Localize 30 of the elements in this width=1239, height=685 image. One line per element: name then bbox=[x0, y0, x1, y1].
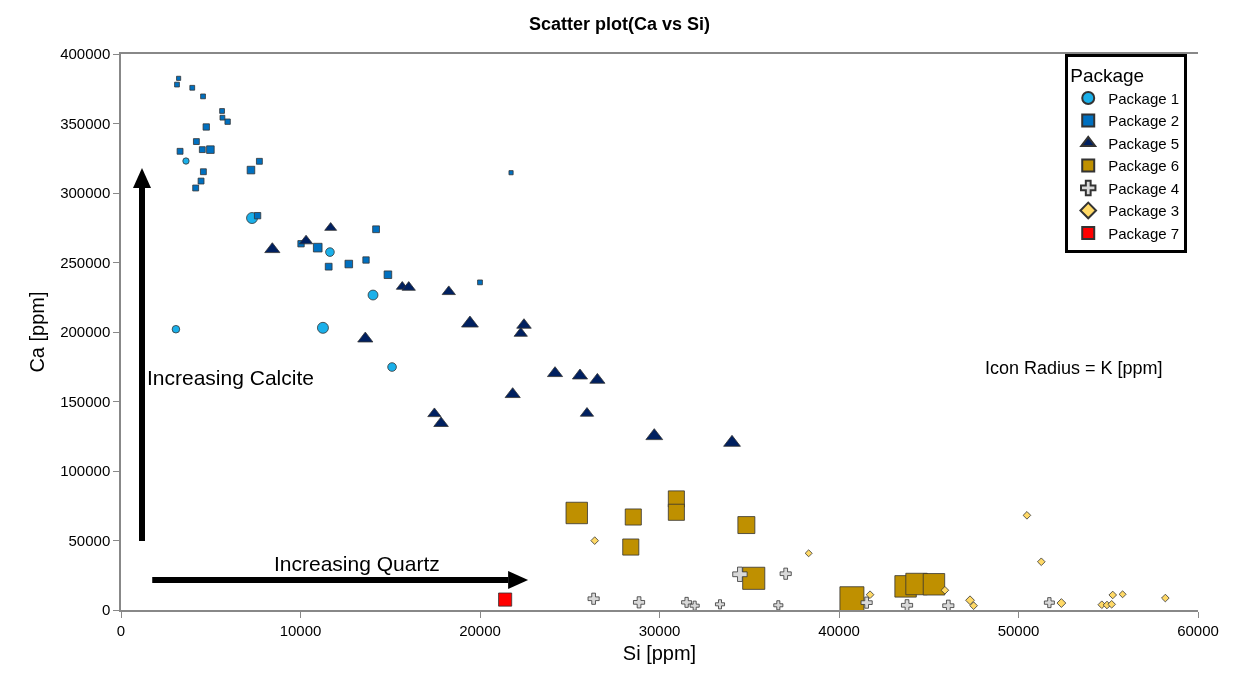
legend-label: Package 1 bbox=[1108, 89, 1180, 107]
legend-label: Package 3 bbox=[1108, 202, 1180, 220]
x-axis-title: Si [ppm] bbox=[622, 641, 697, 664]
y-tick-label: 0 bbox=[101, 601, 111, 619]
x-tick-label: 0 bbox=[116, 621, 126, 639]
x-tick-label: 50000 bbox=[997, 621, 1040, 639]
x-tick-label: 40000 bbox=[818, 621, 860, 639]
annotation: Icon Radius = K [ppm] bbox=[985, 358, 1163, 378]
y-tick-label: 350000 bbox=[60, 114, 111, 132]
legend-label: Package 5 bbox=[1108, 134, 1180, 152]
legend-label: Package 7 bbox=[1108, 224, 1180, 242]
y-tick-label: 100000 bbox=[60, 462, 111, 480]
y-tick-label: 200000 bbox=[60, 323, 111, 341]
y-tick-label: 300000 bbox=[60, 184, 111, 202]
legend-label: Package 4 bbox=[1108, 179, 1180, 197]
annotation: Increasing Quartz bbox=[274, 552, 440, 575]
legend-label: Package 6 bbox=[1108, 157, 1180, 175]
annotation: Increasing Calcite bbox=[147, 366, 314, 389]
y-axis-title: Ca [ppm] bbox=[26, 291, 49, 373]
y-tick-label: 150000 bbox=[60, 392, 111, 410]
legend-label: Package 2 bbox=[1108, 112, 1180, 130]
x-tick-label: 60000 bbox=[1177, 621, 1219, 639]
y-tick-label: 50000 bbox=[68, 531, 111, 549]
chart-title: Scatter plot(Ca vs Si) bbox=[528, 13, 711, 34]
legend-title: Package bbox=[1070, 64, 1145, 86]
y-tick-label: 400000 bbox=[60, 45, 111, 63]
x-tick-label: 30000 bbox=[638, 621, 681, 639]
x-tick-label: 10000 bbox=[279, 621, 322, 639]
x-tick-label: 20000 bbox=[459, 621, 501, 639]
y-tick-label: 250000 bbox=[60, 253, 111, 271]
